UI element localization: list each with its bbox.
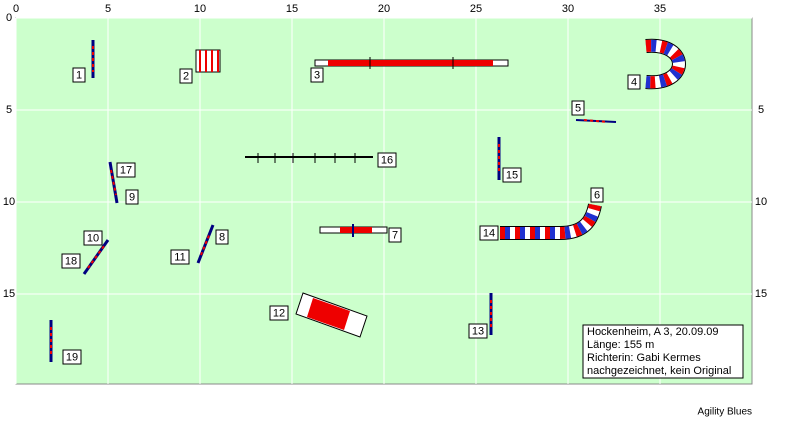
obstacle-shapes — [49, 38, 686, 362]
label-box — [179, 68, 193, 84]
label-text: 10 — [87, 232, 99, 244]
obstacle-label: 4 — [627, 74, 641, 90]
y-axis-label: 0 — [6, 12, 12, 24]
label-text: 19 — [66, 351, 78, 363]
y-axis-label: 10 — [3, 196, 15, 208]
obstacle-label: 12 — [269, 305, 289, 321]
label-text: 7 — [392, 229, 398, 241]
label-box — [215, 229, 229, 245]
y-axis-label: 5 — [758, 104, 764, 116]
label-text: 9 — [129, 191, 135, 203]
obstacle-label: 16 — [377, 152, 397, 168]
label-text: 16 — [381, 154, 393, 166]
label-box — [590, 187, 604, 203]
label-text: 1 — [76, 69, 82, 81]
x-axis-label: 5 — [105, 3, 111, 15]
label-box — [61, 253, 81, 269]
label-box — [468, 323, 488, 339]
obstacle-label: 7 — [388, 227, 402, 243]
obstacle-label: 19 — [62, 349, 82, 365]
label-text: 15 — [506, 169, 518, 181]
label-box — [479, 225, 499, 241]
obstacle-label: 15 — [502, 167, 522, 183]
label-box — [62, 349, 82, 365]
info-line: Länge: 155 m — [587, 339, 654, 351]
y-axis-label: 5 — [6, 104, 12, 116]
x-axis-label: 25 — [470, 3, 482, 15]
x-axis-label: 10 — [194, 3, 206, 15]
info-line: Hockenheim, A 3, 20.09.09 — [587, 326, 718, 338]
label-text: 5 — [575, 102, 581, 114]
obstacle-label: 1 — [72, 67, 86, 83]
label-text: 18 — [65, 255, 77, 267]
label-box — [116, 162, 136, 178]
obstacle-label: 10 — [83, 230, 103, 246]
y-axis-label: 15 — [3, 288, 15, 300]
obstacle-label: 17 — [116, 162, 136, 178]
x-axis-label: 0 — [13, 3, 19, 15]
label-box — [388, 227, 402, 243]
label-box — [502, 167, 522, 183]
label-text: 11 — [174, 251, 185, 263]
x-axis-label: 15 — [286, 3, 298, 15]
y-axis-label: 15 — [755, 288, 767, 300]
label-box — [83, 230, 103, 246]
obstacle-label: 6 — [590, 187, 604, 203]
info-box — [582, 324, 744, 379]
x-axis-label: 35 — [654, 3, 666, 15]
footer: Agility Blues — [698, 407, 752, 418]
label-box — [170, 249, 190, 265]
obstacle-label: 13 — [468, 323, 488, 339]
label-text: 8 — [219, 231, 225, 243]
obstacle-label: 14 — [479, 225, 499, 241]
info-line: nachgezeichnet, kein Original — [587, 365, 731, 377]
obstacle-label: 11 — [170, 249, 190, 265]
label-text: 6 — [594, 189, 600, 201]
label-box — [377, 152, 397, 168]
label-box — [72, 67, 86, 83]
label-text: 12 — [273, 307, 285, 319]
label-box — [571, 100, 585, 116]
obstacle-label: 3 — [310, 67, 324, 83]
label-text: 2 — [183, 70, 189, 82]
label-text: 4 — [631, 76, 637, 88]
x-axis-label: 20 — [378, 3, 390, 15]
info-line: Richterin: Gabi Kermes — [587, 352, 701, 364]
label-text: 17 — [120, 164, 132, 176]
x-axis-label: 30 — [562, 3, 574, 15]
label-text: 3 — [314, 69, 320, 81]
label-text: 13 — [472, 325, 484, 337]
obstacle-label: 9 — [125, 189, 139, 205]
grid — [15, 17, 752, 384]
label-box — [627, 74, 641, 90]
label-box — [269, 305, 289, 321]
label-box — [125, 189, 139, 205]
obstacle-label: 18 — [61, 253, 81, 269]
obstacle-label: 2 — [179, 68, 193, 84]
label-box — [310, 67, 324, 83]
obstacle-label: 5 — [571, 100, 585, 116]
obstacle-label: 8 — [215, 229, 229, 245]
label-text: 14 — [483, 227, 495, 239]
y-axis-label: 10 — [755, 196, 767, 208]
